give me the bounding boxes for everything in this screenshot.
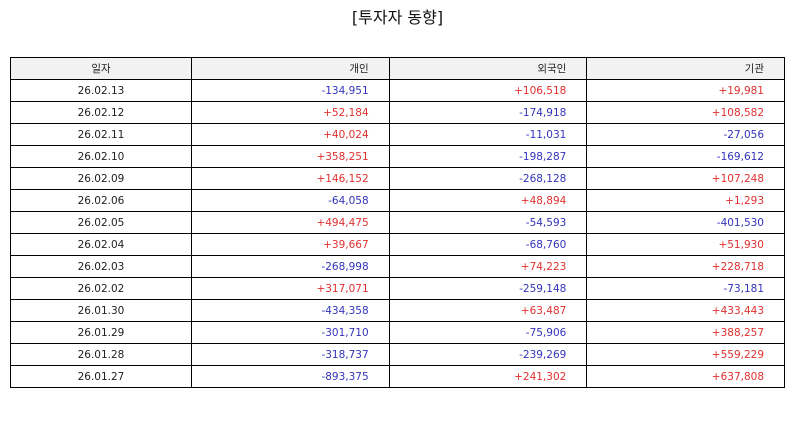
cell-date: 26.02.13 bbox=[10, 79, 192, 102]
cell-institution: +108,582 bbox=[586, 101, 785, 124]
cell-individual: +52,184 bbox=[191, 101, 390, 124]
table-row: 26.01.29 -301,710 -75,906 +388,257 bbox=[10, 321, 785, 344]
table-row: 26.02.06 -64,058 +48,894 +1,293 bbox=[10, 189, 785, 212]
cell-date: 26.02.04 bbox=[10, 233, 192, 256]
cell-date: 26.02.06 bbox=[10, 189, 192, 212]
cell-institution: -169,612 bbox=[586, 145, 785, 168]
table-row: 26.01.30 -434,358 +63,487 +433,443 bbox=[10, 299, 785, 322]
cell-foreign: -11,031 bbox=[388, 123, 588, 146]
table-row: 26.01.27 -893,375 +241,302 +637,808 bbox=[10, 365, 785, 388]
cell-date: 26.02.12 bbox=[10, 101, 192, 124]
cell-foreign: -239,269 bbox=[388, 343, 588, 366]
cell-institution: +637,808 bbox=[586, 365, 785, 388]
cell-date: 26.02.09 bbox=[10, 167, 192, 190]
cell-individual: +494,475 bbox=[191, 211, 390, 234]
cell-date: 26.02.11 bbox=[10, 123, 192, 146]
cell-institution: +107,248 bbox=[586, 167, 785, 190]
cell-individual: -134,951 bbox=[191, 79, 390, 102]
cell-individual: +358,251 bbox=[191, 145, 390, 168]
table-row: 26.02.09 +146,152 -268,128 +107,248 bbox=[10, 167, 785, 190]
cell-individual: +40,024 bbox=[191, 123, 390, 146]
cell-date: 26.02.05 bbox=[10, 211, 192, 234]
page-title: [투자자 동향] bbox=[351, 8, 444, 27]
cell-date: 26.01.28 bbox=[10, 343, 192, 366]
table-row: 26.02.02 +317,071 -259,148 -73,181 bbox=[10, 277, 785, 300]
cell-institution: +559,229 bbox=[586, 343, 785, 366]
cell-foreign: -75,906 bbox=[388, 321, 588, 344]
cell-foreign: -198,287 bbox=[388, 145, 588, 168]
cell-foreign: -268,128 bbox=[388, 167, 588, 190]
cell-date: 26.01.29 bbox=[10, 321, 192, 344]
column-header-institution: 기관 bbox=[586, 57, 785, 80]
table-header-row: 일자 개인 외국인 기관 bbox=[10, 57, 785, 80]
cell-foreign: -68,760 bbox=[388, 233, 588, 256]
cell-institution: +19,981 bbox=[586, 79, 785, 102]
cell-date: 26.02.02 bbox=[10, 277, 192, 300]
cell-institution: -401,530 bbox=[586, 211, 785, 234]
cell-institution: +1,293 bbox=[586, 189, 785, 212]
column-header-date: 일자 bbox=[10, 57, 192, 80]
cell-foreign: +63,487 bbox=[388, 299, 588, 322]
table-row: 26.02.12 +52,184 -174,918 +108,582 bbox=[10, 101, 785, 124]
cell-individual: -318,737 bbox=[191, 343, 390, 366]
column-header-foreign: 외국인 bbox=[388, 57, 588, 80]
cell-individual: +317,071 bbox=[191, 277, 390, 300]
cell-institution: +388,257 bbox=[586, 321, 785, 344]
cell-date: 26.01.30 bbox=[10, 299, 192, 322]
cell-date: 26.02.03 bbox=[10, 255, 192, 278]
cell-institution: -73,181 bbox=[586, 277, 785, 300]
cell-foreign: +74,223 bbox=[388, 255, 588, 278]
column-header-individual: 개인 bbox=[191, 57, 390, 80]
cell-individual: +39,667 bbox=[191, 233, 390, 256]
cell-foreign: -174,918 bbox=[388, 101, 588, 124]
cell-institution: +228,718 bbox=[586, 255, 785, 278]
cell-individual: -301,710 bbox=[191, 321, 390, 344]
cell-institution: +51,930 bbox=[586, 233, 785, 256]
investor-trend-table: 일자 개인 외국인 기관 26.02.13 -134,951 +106,518 … bbox=[10, 57, 785, 388]
cell-individual: +146,152 bbox=[191, 167, 390, 190]
table-row: 26.02.13 -134,951 +106,518 +19,981 bbox=[10, 79, 785, 102]
cell-individual: -64,058 bbox=[191, 189, 390, 212]
table-row: 26.02.10 +358,251 -198,287 -169,612 bbox=[10, 145, 785, 168]
cell-institution: -27,056 bbox=[586, 123, 785, 146]
cell-foreign: -54,593 bbox=[388, 211, 588, 234]
cell-foreign: +241,302 bbox=[388, 365, 588, 388]
cell-individual: -893,375 bbox=[191, 365, 390, 388]
table-row: 26.02.03 -268,998 +74,223 +228,718 bbox=[10, 255, 785, 278]
cell-individual: -268,998 bbox=[191, 255, 390, 278]
cell-foreign: +48,894 bbox=[388, 189, 588, 212]
cell-date: 26.02.10 bbox=[10, 145, 192, 168]
cell-date: 26.01.27 bbox=[10, 365, 192, 388]
cell-foreign: +106,518 bbox=[388, 79, 588, 102]
table-row: 26.01.28 -318,737 -239,269 +559,229 bbox=[10, 343, 785, 366]
table-body: 26.02.13 -134,951 +106,518 +19,981 26.02… bbox=[10, 79, 785, 388]
table-row: 26.02.04 +39,667 -68,760 +51,930 bbox=[10, 233, 785, 256]
table-row: 26.02.05 +494,475 -54,593 -401,530 bbox=[10, 211, 785, 234]
table-row: 26.02.11 +40,024 -11,031 -27,056 bbox=[10, 123, 785, 146]
cell-institution: +433,443 bbox=[586, 299, 785, 322]
cell-individual: -434,358 bbox=[191, 299, 390, 322]
cell-foreign: -259,148 bbox=[388, 277, 588, 300]
